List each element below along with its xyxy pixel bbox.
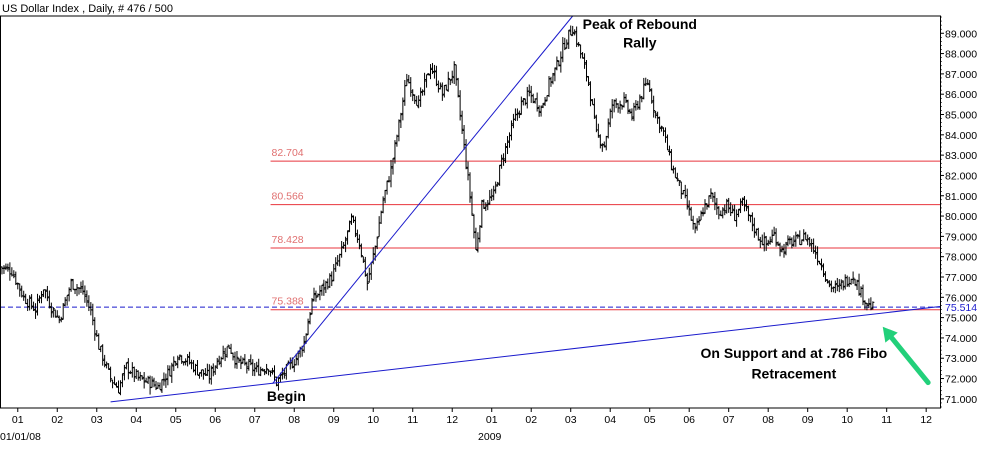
x-tick-label: 04 [130, 414, 142, 426]
x-tick-label: 12 [920, 414, 932, 426]
y-tick-label: 88.000 [945, 49, 977, 61]
x-tick-label: 10 [841, 414, 853, 426]
support-trendline [110, 305, 941, 403]
x-tick-label: 09 [328, 414, 340, 426]
y-tick-label: 87.000 [945, 69, 977, 81]
y-tick-label: 85.000 [945, 110, 977, 122]
x-tick-label: 12 [446, 414, 458, 426]
chart-title: US Dollar Index , Daily, # 476 / 500 [2, 3, 173, 15]
y-tick-label: 75.000 [945, 313, 977, 325]
x-tick-label: 02 [51, 414, 63, 426]
annotation-text: Rally [623, 34, 657, 50]
x-tick-label: 08 [762, 414, 774, 426]
y-tick-label: 77.000 [945, 272, 977, 284]
annotation-text: On Support and at .786 Fibo [701, 345, 888, 361]
x-year-label: 2009 [478, 431, 502, 443]
callout-arrow-head [882, 326, 898, 343]
y-tick-label: 82.000 [945, 170, 977, 182]
x-tick-label: 06 [209, 414, 221, 426]
x-year-label: 01/01/08 [0, 431, 41, 443]
y-tick-label: 71.000 [945, 394, 977, 406]
x-tick-label: 06 [683, 414, 695, 426]
y-tick-label: 76.000 [945, 292, 977, 304]
support-level-label-bg [941, 301, 984, 314]
x-tick-label: 11 [407, 414, 418, 426]
fib-level-label: 82.704 [272, 147, 304, 159]
y-tick-label: 74.000 [945, 333, 977, 345]
y-tick-label: 72.000 [945, 374, 977, 386]
x-tick-label: 07 [723, 414, 735, 426]
x-tick-label: 08 [288, 414, 300, 426]
y-tick-label: 78.000 [945, 252, 977, 264]
y-tick-label: 86.000 [945, 89, 977, 101]
y-tick-label: 80.000 [945, 211, 977, 223]
x-tick-label: 09 [802, 414, 814, 426]
y-tick-label: 83.000 [945, 150, 977, 162]
x-tick-label: 11 [881, 414, 892, 426]
fib-level-label: 75.388 [272, 296, 304, 308]
x-tick-label: 04 [604, 414, 616, 426]
x-tick-label: 03 [91, 414, 103, 426]
x-tick-label: 02 [525, 414, 537, 426]
x-tick-label: 03 [565, 414, 577, 426]
x-tick-label: 05 [170, 414, 182, 426]
fib-level-label: 80.566 [272, 191, 304, 203]
x-tick-label: 05 [644, 414, 656, 426]
callout-arrow-shaft [889, 335, 931, 386]
annotation-text: Retracement [751, 366, 836, 382]
x-tick-label: 01 [486, 414, 498, 426]
rally-trendline [272, 15, 574, 384]
y-tick-label: 84.000 [945, 130, 977, 142]
x-tick-label: 01 [12, 414, 24, 426]
y-tick-label: 73.000 [945, 353, 977, 365]
y-tick-label: 79.000 [945, 231, 977, 243]
y-tick-label: 81.000 [945, 191, 977, 203]
y-tick-label: 89.000 [945, 28, 977, 40]
support-level-label: 75.514 [945, 302, 977, 314]
fib-level-label: 78.428 [272, 234, 304, 246]
annotation-text: Peak of Rebound [583, 16, 697, 32]
x-tick-label: 10 [367, 414, 379, 426]
annotation-text: Begin [267, 388, 306, 404]
x-tick-label: 07 [249, 414, 261, 426]
